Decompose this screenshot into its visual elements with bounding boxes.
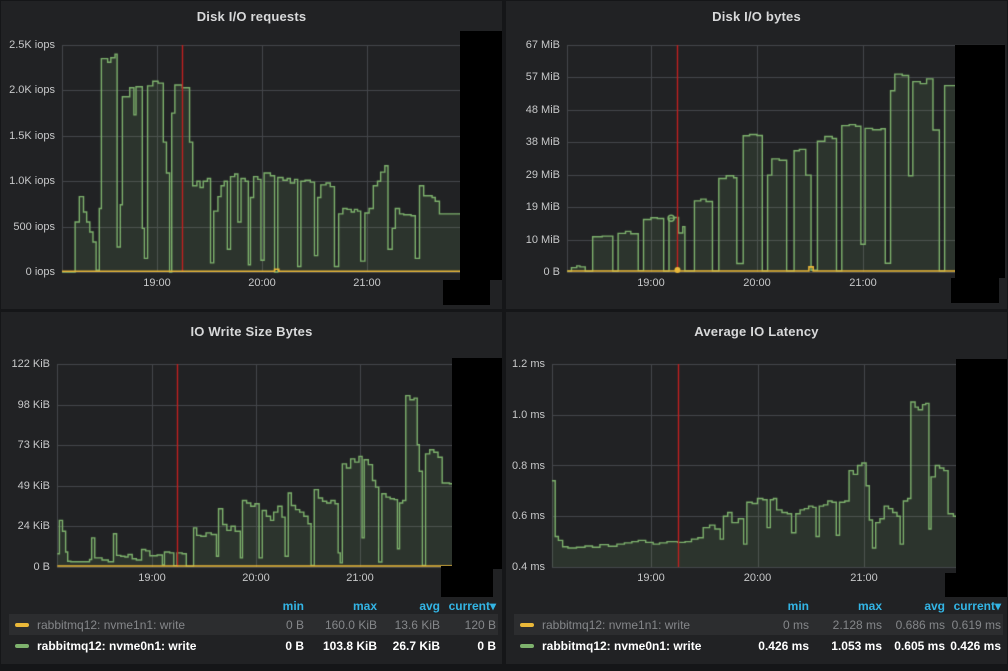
legend-sort-header-max[interactable]: max xyxy=(857,599,882,613)
y-axis-tick-label: 122 KiB xyxy=(11,358,50,370)
redaction-box xyxy=(460,31,502,280)
legend-value-current: 120 B xyxy=(464,617,496,632)
legend-header-row: min max avg current▾ xyxy=(9,598,498,614)
legend-sort-header-avg[interactable]: avg xyxy=(419,599,440,613)
y-axis-tick-label: 2.5K iops xyxy=(9,39,55,51)
y-axis-tick-label: 0 B xyxy=(33,561,50,573)
legend-sort-header-current[interactable]: current▾ xyxy=(953,599,1001,613)
x-axis-tick-label: 21:00 xyxy=(849,277,877,289)
legend-table: min max avg current▾ rabbitmq12: nvme1n1: wr… xyxy=(9,598,498,656)
legend-sort-header-min[interactable]: min xyxy=(787,599,809,613)
legend-sort-header-avg[interactable]: avg xyxy=(924,599,945,613)
legend-series-label[interactable]: rabbitmq12: nvme0n1: write xyxy=(542,638,702,653)
series-color-swatch[interactable] xyxy=(520,622,534,627)
y-axis-tick-label: 0.8 ms xyxy=(511,459,545,472)
x-axis-tick-label: 20:00 xyxy=(743,572,772,584)
legend-value-max: 1.053 ms xyxy=(831,638,882,653)
y-axis-tick-label: 1.5K iops xyxy=(9,129,55,142)
legend-series-row: rabbitmq12: nvme0n1: write 0 B 103.8 KiB 26… xyxy=(9,635,498,656)
y-axis-tick-label: 19 MiB xyxy=(525,201,560,214)
x-axis-tick-label: 19:00 xyxy=(637,277,665,289)
redaction-box xyxy=(443,280,490,305)
legend-table: min max avg current▾ rabbitmq12: nvme1n1: wr… xyxy=(514,598,1003,656)
y-axis-tick-label: 500 iops xyxy=(13,220,55,233)
io-write-size-chart[interactable] xyxy=(1,312,502,664)
legend-value-avg: 0.686 ms xyxy=(895,617,945,632)
legend-value-max: 160.0 KiB xyxy=(324,617,377,632)
legend-value-avg: 26.7 KiB xyxy=(392,638,440,653)
x-axis-tick-label: 21:00 xyxy=(353,277,381,289)
y-axis-tick-label: 38 MiB xyxy=(525,136,560,149)
x-axis-tick-label: 19:00 xyxy=(143,277,171,289)
x-axis-tick-label: 20:00 xyxy=(248,277,276,289)
legend-sort-header-max[interactable]: max xyxy=(352,599,377,613)
legend-series-row: rabbitmq12: nvme0n1: write 0.426 ms 1.053 … xyxy=(514,635,1003,656)
series-color-swatch[interactable] xyxy=(520,643,534,648)
y-axis-tick-label: 1.0 ms xyxy=(511,408,545,421)
y-axis-tick-label: 1.2 ms xyxy=(511,358,545,370)
legend-value-min: 0 ms xyxy=(782,617,809,632)
legend-value-max: 2.128 ms xyxy=(832,617,882,632)
legend-value-current: 0.619 ms xyxy=(951,617,1001,632)
y-axis-tick-label: 49 KiB xyxy=(17,479,50,492)
x-axis-tick-label: 20:00 xyxy=(743,277,771,289)
panel-io-write-size-bytes: IO Write Size Bytes minmaxavgcurrent▾rab… xyxy=(1,312,502,664)
y-axis-tick-label: 98 KiB xyxy=(17,398,50,411)
legend-value-min: 0.426 ms xyxy=(758,638,809,653)
legend-series-label[interactable]: rabbitmq12: nvme1n1: write xyxy=(542,617,691,632)
legend-value-max: 103.8 KiB xyxy=(322,638,377,653)
y-axis-tick-label: 73 KiB xyxy=(17,439,50,452)
y-axis-tick-label: 0.4 ms xyxy=(511,561,545,573)
y-axis-tick-label: 57 MiB xyxy=(525,71,560,84)
series-color-swatch[interactable] xyxy=(15,643,29,648)
redaction-box xyxy=(452,358,502,569)
panel-average-io-latency: Average IO Latency minmaxavgcurrent▾rabb… xyxy=(506,312,1007,664)
disk-io-bytes-chart[interactable] xyxy=(506,1,1007,309)
y-axis-tick-label: 48 MiB xyxy=(525,103,560,116)
redaction-box xyxy=(956,359,1007,574)
redaction-box xyxy=(951,278,999,303)
redaction-box xyxy=(945,573,1007,597)
x-axis-tick-label: 21:00 xyxy=(346,572,374,584)
legend-header-row: min max avg current▾ xyxy=(514,598,1003,614)
legend-value-avg: 0.605 ms xyxy=(894,638,945,653)
y-axis-tick-label: 2.0K iops xyxy=(9,84,55,97)
legend-series-row: rabbitmq12: nvme1n1: write 0 ms 2.128 ms 0.… xyxy=(514,614,1003,635)
x-axis-tick-label: 19:00 xyxy=(637,572,665,584)
y-axis-tick-label: 1.0K iops xyxy=(9,175,55,188)
y-axis-tick-label: 29 MiB xyxy=(525,168,560,181)
legend-series-label[interactable]: rabbitmq12: nvme0n1: write xyxy=(37,638,197,653)
legend-value-min: 0 B xyxy=(285,638,304,653)
legend-value-current: 0 B xyxy=(477,638,496,653)
legend-value-avg: 13.6 KiB xyxy=(394,617,440,632)
legend-value-min: 0 B xyxy=(285,617,304,632)
x-axis-tick-label: 19:00 xyxy=(138,572,166,584)
legend-series-row: rabbitmq12: nvme1n1: write 0 B 160.0 KiB 13… xyxy=(9,614,498,635)
y-axis-tick-label: 24 KiB xyxy=(17,520,50,533)
y-axis-tick-label: 0.6 ms xyxy=(511,510,545,523)
y-axis-tick-label: 67 MiB xyxy=(525,39,560,51)
x-axis-tick-label: 21:00 xyxy=(850,572,878,584)
redaction-box xyxy=(955,45,1005,278)
average-io-latency-chart[interactable] xyxy=(506,312,1007,664)
legend-series-label[interactable]: rabbitmq12: nvme1n1: write xyxy=(37,617,186,632)
y-axis-tick-label: 0 B xyxy=(543,266,560,278)
y-axis-tick-label: 0 iops xyxy=(25,266,55,278)
redaction-box xyxy=(441,566,493,597)
series-color-swatch[interactable] xyxy=(15,622,29,627)
legend-sort-header-min[interactable]: min xyxy=(282,599,304,613)
disk-io-requests-chart[interactable] xyxy=(1,1,502,309)
legend-sort-header-current[interactable]: current▾ xyxy=(448,599,496,613)
legend-value-current: 0.426 ms xyxy=(950,638,1001,653)
y-axis-tick-label: 10 MiB xyxy=(525,233,560,246)
x-axis-tick-label: 20:00 xyxy=(242,572,270,584)
